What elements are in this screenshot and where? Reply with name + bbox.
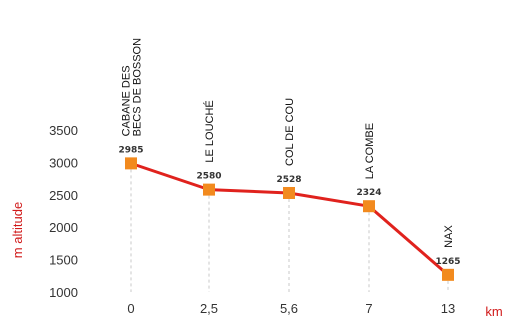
data-marker [283,186,295,199]
y-axis-title: m altitude [10,202,25,258]
x-tick-label: 7 [365,301,372,316]
waypoint-name: CABANE DESBECS DE BOSSON [121,38,144,136]
data-marker [363,200,375,213]
data-value-label: 1265 [435,257,460,267]
y-tick-label: 3500 [49,123,78,138]
y-tick-label: 1000 [49,285,78,300]
data-value-label: 2985 [118,145,143,155]
waypoint-name-line: LE LOUCHÉ [203,100,216,162]
x-tick-label: 13 [441,301,455,316]
waypoint-name-line: NAX [443,225,455,248]
data-value-label: 2324 [356,188,381,198]
y-tick-label: 2500 [49,188,78,203]
waypoint-name-line: LA COMBE [364,123,376,179]
x-tick-label: 2,5 [200,301,218,316]
y-tick-label: 3000 [49,155,78,170]
data-markers [125,157,454,281]
data-marker [203,183,215,196]
waypoint-name: COL DE COU [284,98,296,166]
data-value-label: 2580 [196,172,221,182]
y-tick-label: 2000 [49,220,78,235]
x-tick-label: 5,6 [280,301,298,316]
data-value-label: 2528 [276,175,301,185]
data-marker [442,268,454,281]
data-marker [125,157,137,170]
waypoint-name-line: CABANE DES [121,65,133,136]
data-value-labels: 2985 2580 2528 2324 1265 [118,145,460,266]
x-axis-title: km [485,304,502,319]
waypoint-name: LA COMBE [364,123,376,179]
waypoint-name-line: BECS DE BOSSON [132,38,144,136]
waypoint-labels: CABANE DESBECS DE BOSSON LE LOUCHÉ COL DE … [121,38,456,248]
y-tick-label: 1500 [49,253,78,268]
y-axis-ticks: 1000 1500 2000 2500 3000 3500 [49,123,78,300]
waypoint-name: NAX [443,225,455,248]
x-axis-ticks: 0 2,5 5,6 7 13 [127,301,455,316]
waypoint-name-line: COL DE COU [284,98,296,166]
x-tick-label: 0 [127,301,134,316]
waypoint-name: LE LOUCHÉ [203,100,216,162]
